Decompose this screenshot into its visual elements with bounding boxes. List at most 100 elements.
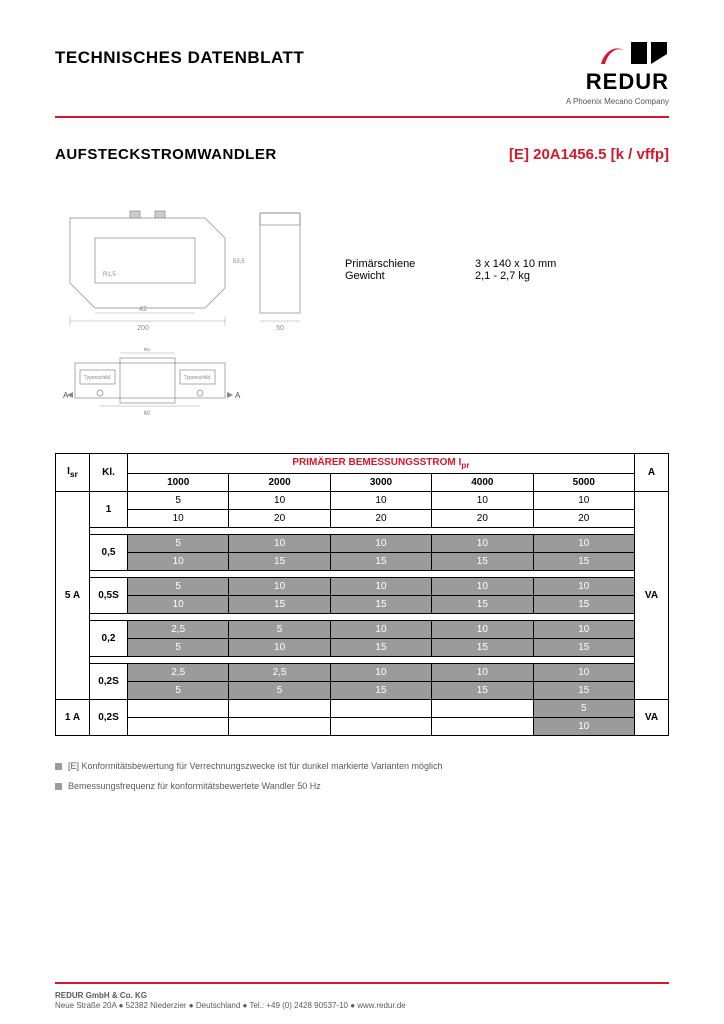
svg-text:Typenschild: Typenschild [184,375,211,381]
cell-value [432,700,533,718]
spec-row: Gewicht 2,1 - 2,7 kg [345,270,595,282]
cell-kl: 0,2 [90,621,128,657]
cell-value: 10 [432,578,533,596]
cell-value: 20 [330,510,431,528]
svg-text:63,5: 63,5 [233,259,245,265]
spec-value: 3 x 140 x 10 mm [475,258,595,270]
cell-value: 15 [330,682,431,700]
col-unit: A [635,454,669,492]
table-row: 0,22,55101010 [56,621,669,639]
cell-value: 10 [432,492,533,510]
cell-value: 15 [229,553,330,571]
footer-address: Neue Straße 20A ● 52382 Niederzier ● Deu… [55,1001,669,1010]
cell-value: 10 [432,621,533,639]
spec-label: Gewicht [345,270,475,282]
spec-list: Primärschiene 3 x 140 x 10 mm Gewicht 2,… [345,258,595,282]
cell-value: 15 [432,596,533,614]
table-row: 1015151515 [56,553,669,571]
logo-subtitle: A Phoenix Mecano Company [566,97,669,106]
row-separator [56,528,669,535]
footer-company: REDUR GmbH & Co. KG [55,991,669,1000]
cell-value: 10 [533,664,634,682]
cell-value: 10 [533,535,634,553]
cell-value: 15 [432,682,533,700]
note-line: [E] Konformitätsbewertung für Verrechnun… [55,761,669,771]
svg-text:60: 60 [144,411,151,417]
redur-logo-icon [599,40,669,66]
cell-kl: 0,2S [90,700,128,736]
footer-rule [55,982,669,984]
table-row: 1015151515 [56,596,669,614]
svg-text:42: 42 [139,306,147,313]
table-row: 10 [56,718,669,736]
cell-value: 10 [432,664,533,682]
col-isr: Isr [56,454,90,492]
svg-text:A: A [235,391,241,400]
cell-value [229,700,330,718]
table-row: 1 A0,2S5VA [56,700,669,718]
logo: REDUR A Phoenix Mecano Company [566,40,669,106]
cell-unit: VA [635,700,669,736]
cell-isr: 5 A [56,492,90,700]
cell-value [128,718,229,736]
page-title: TECHNISCHES DATENBLATT [55,48,304,68]
cell-kl: 0,5S [90,578,128,614]
cell-value: 10 [330,578,431,596]
col-current: 1000 [128,474,229,492]
note-text: Bemessungsfrequenz für konformitätsbewer… [68,781,321,791]
svg-text:200: 200 [137,325,149,332]
cell-value: 15 [533,553,634,571]
cell-value: 5 [128,639,229,657]
cell-value [229,718,330,736]
table-row: 1020202020 [56,510,669,528]
cell-value [128,700,229,718]
row-separator [56,571,669,578]
cell-value: 2,5 [229,664,330,682]
cell-value: 5 [229,621,330,639]
cell-value: 15 [533,639,634,657]
section-heading: AUFSTECKSTROMWANDLER [E] 20A1456.5 [k / … [55,146,669,163]
cell-value: 5 [128,682,229,700]
svg-text:50: 50 [276,325,284,332]
rating-table: Isr Kl. PRIMÄRER BEMESSUNGSSTROM Ipr A 1… [55,453,669,736]
col-current: 2000 [229,474,330,492]
cell-value: 5 [128,492,229,510]
spec-row: Primärschiene 3 x 140 x 10 mm [345,258,595,270]
technical-drawing-main: 200 42 R1,5 63,5 50 [55,203,315,338]
table-row: 510151515 [56,639,669,657]
table-row: 0,5S510101010 [56,578,669,596]
cell-value: 10 [533,578,634,596]
cell-value [330,700,431,718]
cell-value [330,718,431,736]
cell-value: 15 [330,596,431,614]
technical-drawing-bottom: Typenschild Typenschild A A 60 60 [55,348,669,423]
cell-unit: VA [635,492,669,700]
spec-label: Primärschiene [345,258,475,270]
cell-value: 10 [128,510,229,528]
cell-value: 10 [533,718,634,736]
note-line: Bemessungsfrequenz für konformitätsbewer… [55,781,669,791]
cell-value: 20 [432,510,533,528]
cell-value: 15 [432,639,533,657]
cell-value: 15 [330,553,431,571]
cell-value: 10 [229,535,330,553]
cell-value: 2,5 [128,664,229,682]
cell-value: 5 [229,682,330,700]
svg-text:60: 60 [144,348,151,353]
product-code: [E] 20A1456.5 [k / vffp] [509,146,669,163]
cell-kl: 0,5 [90,535,128,571]
note-text: [E] Konformitätsbewertung für Verrechnun… [68,761,443,771]
bullet-icon [55,783,62,790]
row-separator [56,614,669,621]
col-current: 3000 [330,474,431,492]
cell-isr: 1 A [56,700,90,736]
cell-value: 20 [533,510,634,528]
drawings-row: 200 42 R1,5 63,5 50 Primärschiene 3 x 14… [55,203,669,338]
bullet-icon [55,763,62,770]
cell-value: 10 [432,535,533,553]
cell-value: 20 [229,510,330,528]
cell-value [432,718,533,736]
product-type: AUFSTECKSTROMWANDLER [55,146,277,163]
table-row: 55151515 [56,682,669,700]
footer: REDUR GmbH & Co. KG Neue Straße 20A ● 52… [55,991,669,1010]
